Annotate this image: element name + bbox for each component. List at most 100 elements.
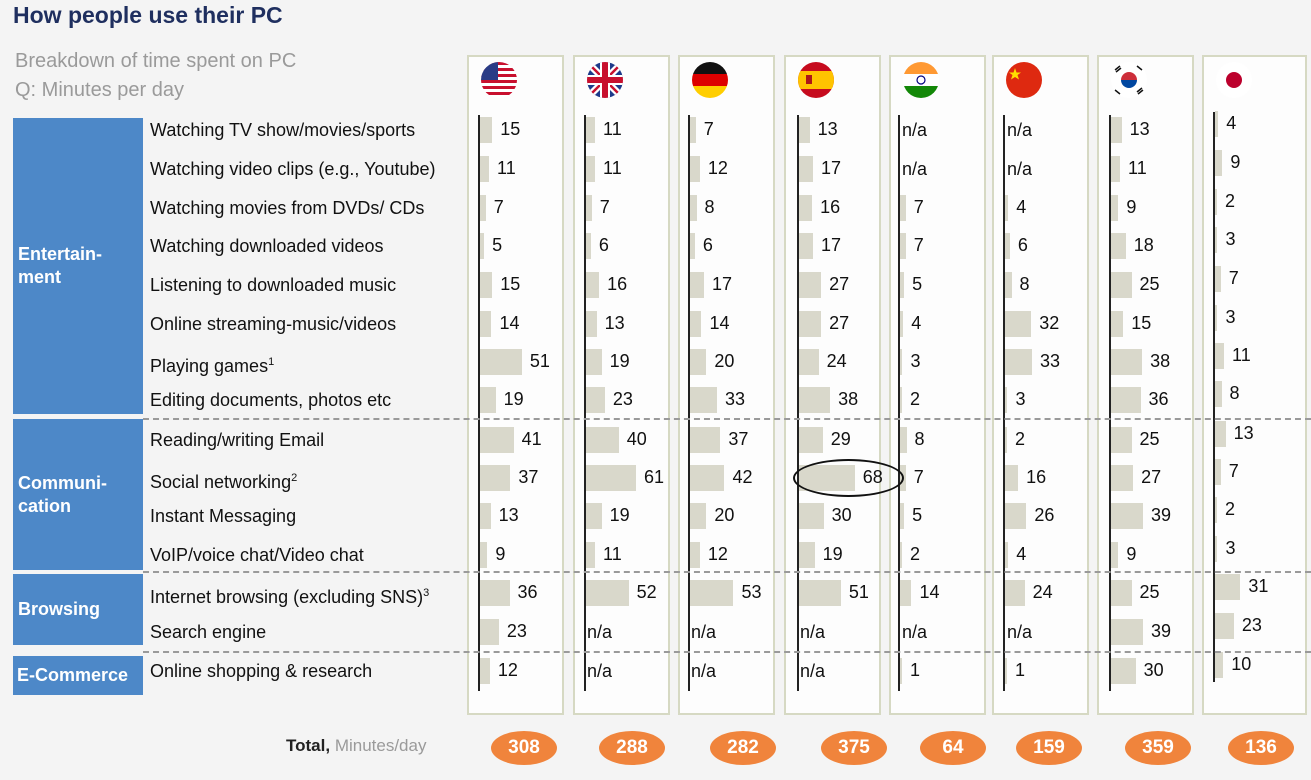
na-label: n/a: [902, 159, 928, 179]
data-bar: [586, 272, 600, 298]
category-label: Entertain- ment: [18, 244, 103, 287]
data-label: 11: [603, 544, 622, 564]
data-bar: [1111, 503, 1143, 529]
row-label: Watching downloaded videos: [150, 236, 383, 256]
row-label-text: Internet browsing (excluding SNS): [150, 587, 424, 607]
data-bar: [690, 349, 707, 375]
data-label: 51: [529, 351, 550, 371]
data-label: 7: [703, 119, 714, 139]
row-label-text: Online streaming-music/videos: [150, 314, 397, 334]
country-column-china: [992, 55, 1089, 715]
row-label: Playing games1: [150, 352, 274, 376]
data-bar: [1005, 272, 1012, 298]
row-label-text: Reading/writing Email: [150, 430, 325, 450]
data-bar: [1215, 459, 1221, 485]
data-bar: [1111, 117, 1122, 143]
data-bar: [900, 349, 903, 375]
data-label: 4: [1016, 197, 1027, 217]
data-label: 7: [1228, 461, 1239, 481]
bar-axis-line: [898, 115, 900, 691]
category-e-commerce: E-Commerce: [13, 656, 143, 695]
data-label: 14: [709, 313, 730, 333]
data-label: 19: [609, 505, 630, 525]
data-label: 53: [741, 582, 762, 602]
data-bar: [900, 427, 907, 453]
data-bar: [799, 156, 813, 182]
bar-axis-line: [797, 115, 799, 691]
data-label: 11: [603, 119, 622, 139]
data-label: 13: [1233, 423, 1254, 443]
data-label: 7: [913, 235, 924, 255]
data-bar: [1005, 349, 1033, 375]
data-bar: [1005, 195, 1009, 221]
na-label: n/a: [1007, 120, 1033, 140]
data-label: 15: [500, 274, 521, 294]
data-bar: [799, 387, 831, 413]
data-label: 8: [914, 429, 925, 449]
data-bar: [1111, 619, 1143, 645]
data-label: 26: [1034, 505, 1055, 525]
row-label: Instant Messaging: [150, 506, 296, 526]
data-bar: [586, 349, 602, 375]
data-label: 33: [725, 389, 746, 409]
na-label: n/a: [800, 661, 826, 681]
bar-axis-line: [478, 115, 480, 691]
row-label-footnote: 2: [291, 472, 298, 484]
total-badge-korea: 359: [1125, 731, 1191, 765]
data-label: 23: [1241, 615, 1262, 635]
data-label: 10: [1231, 654, 1252, 674]
data-label: 39: [1150, 621, 1171, 641]
data-bar: [799, 117, 810, 143]
data-bar: [900, 387, 902, 413]
section-divider: [143, 418, 1311, 420]
data-label: 19: [503, 389, 524, 409]
data-label: 20: [714, 351, 735, 371]
data-label: 12: [707, 544, 728, 564]
data-bar: [1215, 497, 1217, 523]
data-bar: [799, 311, 822, 337]
data-label: 3: [1225, 307, 1236, 327]
data-bar: [900, 311, 904, 337]
data-bar: [1111, 387, 1141, 413]
data-bar: [1005, 387, 1008, 413]
data-label: 7: [493, 197, 504, 217]
data-label: 15: [500, 119, 521, 139]
row-label: VoIP/voice chat/Video chat: [150, 545, 364, 565]
data-bar: [900, 658, 902, 684]
row-label-text: Search engine: [150, 622, 267, 642]
data-label: 25: [1139, 429, 1160, 449]
data-label: 16: [1026, 467, 1047, 487]
data-bar: [480, 349, 522, 375]
data-bar: [1215, 421, 1226, 447]
data-label: 16: [820, 197, 841, 217]
data-bar: [480, 195, 486, 221]
country-column-korea: [1097, 55, 1194, 715]
na-label: n/a: [902, 622, 928, 642]
na-label: n/a: [587, 622, 613, 642]
data-bar: [799, 542, 815, 568]
row-label: Watching TV show/movies/sports: [150, 120, 415, 140]
highlight-ellipse: [793, 459, 904, 497]
data-label: 33: [1040, 351, 1061, 371]
data-bar: [480, 542, 488, 568]
data-label: 5: [912, 505, 923, 525]
data-label: 37: [518, 467, 539, 487]
category-communi-cation: Communi- cation: [13, 419, 143, 570]
data-bar: [799, 503, 824, 529]
data-label: 37: [728, 429, 749, 449]
total-badge-germany: 282: [710, 731, 776, 765]
data-label: 6: [702, 235, 713, 255]
data-bar: [1215, 227, 1218, 253]
data-label: 13: [817, 119, 838, 139]
country-column-uk: [573, 55, 670, 715]
japan-flag-icon: [1216, 62, 1252, 98]
data-label: 32: [1039, 313, 1060, 333]
total-badge-india: 64: [920, 731, 986, 765]
germany-flag-icon: [692, 62, 728, 98]
data-bar: [1215, 305, 1218, 331]
data-bar: [480, 233, 485, 259]
data-label: 11: [1128, 158, 1147, 178]
data-bar: [1111, 658, 1136, 684]
data-label: 4: [1016, 544, 1027, 564]
total-unit: Minutes/day: [334, 736, 427, 755]
